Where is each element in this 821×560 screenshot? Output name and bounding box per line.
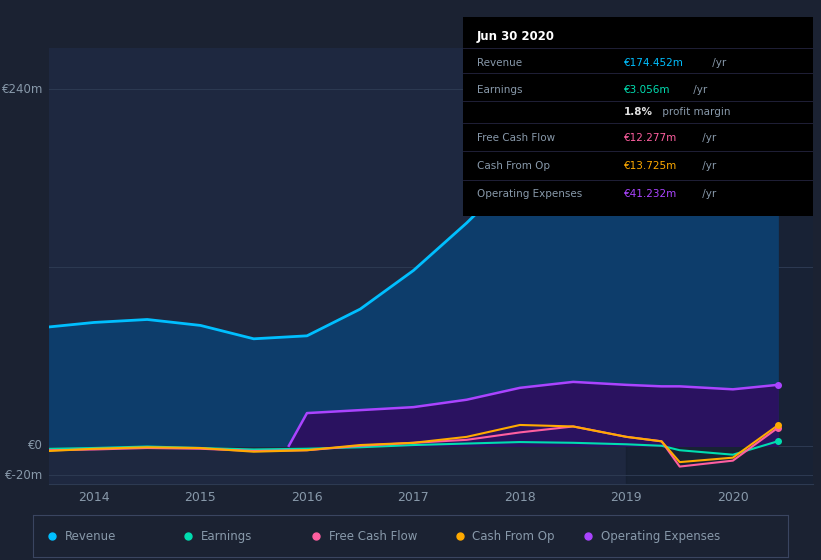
Text: Revenue: Revenue (65, 530, 116, 543)
Text: Revenue: Revenue (477, 58, 522, 68)
Text: €-20m: €-20m (5, 469, 44, 482)
Text: /yr: /yr (690, 85, 707, 95)
Text: /yr: /yr (699, 161, 717, 171)
Text: €240m: €240m (2, 83, 44, 96)
Text: €13.725m: €13.725m (624, 161, 677, 171)
Text: €3.056m: €3.056m (624, 85, 671, 95)
Text: Free Cash Flow: Free Cash Flow (477, 133, 555, 143)
Text: Cash From Op: Cash From Op (477, 161, 550, 171)
Text: Earnings: Earnings (477, 85, 522, 95)
Text: /yr: /yr (699, 133, 717, 143)
Text: €41.232m: €41.232m (624, 189, 677, 199)
Text: €0: €0 (28, 439, 44, 452)
Text: Jun 30 2020: Jun 30 2020 (477, 30, 555, 43)
Text: Operating Expenses: Operating Expenses (601, 530, 720, 543)
Text: €174.452m: €174.452m (624, 58, 684, 68)
Text: /yr: /yr (709, 58, 726, 68)
Text: Operating Expenses: Operating Expenses (477, 189, 582, 199)
Text: /yr: /yr (699, 189, 717, 199)
Text: 1.8%: 1.8% (624, 107, 653, 117)
Text: Earnings: Earnings (200, 530, 252, 543)
Text: profit margin: profit margin (659, 107, 731, 117)
Text: Free Cash Flow: Free Cash Flow (329, 530, 417, 543)
Bar (626, 48, 821, 484)
Text: €12.277m: €12.277m (624, 133, 677, 143)
Text: Cash From Op: Cash From Op (472, 530, 555, 543)
